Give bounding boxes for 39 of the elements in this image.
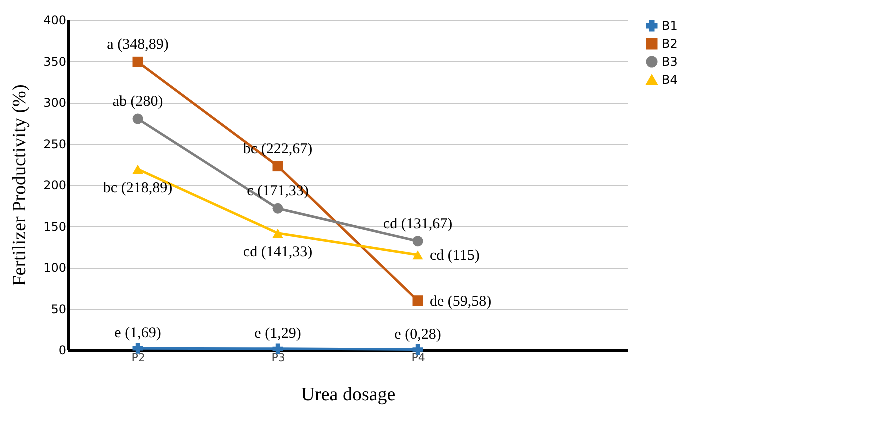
y-tick-label: 350	[44, 54, 66, 69]
y-axis-title: Fertilizer Productivity (%)	[10, 84, 31, 286]
point	[132, 343, 144, 354]
point	[132, 114, 144, 124]
legend-label: B1	[662, 19, 678, 33]
point	[272, 228, 284, 238]
data-label: bc (218,89)	[103, 180, 173, 196]
data-label: e (0,28)	[394, 326, 442, 343]
point	[132, 164, 144, 174]
data-label: e (1,69)	[114, 326, 162, 342]
data-label: bc (222,67)	[243, 141, 313, 158]
y-tick-label: 200	[44, 178, 66, 192]
legend-label: B2	[662, 37, 678, 51]
data-label: cd (141,33)	[243, 244, 313, 260]
point	[412, 296, 424, 306]
x-tick-label: P2	[132, 352, 146, 364]
x-tick-label: P4	[412, 352, 426, 364]
point	[272, 161, 284, 172]
y-tick-label: 250	[44, 137, 66, 152]
legend-label: B3	[662, 55, 678, 69]
legend-label: B4	[662, 73, 678, 87]
y-tick-label: 300	[44, 96, 66, 110]
x-axis-title: Urea dosage	[301, 384, 396, 406]
point	[412, 236, 424, 247]
data-label: e (1,29)	[254, 326, 302, 342]
data-label: cd (131,67)	[383, 216, 453, 232]
data-label: de (59,58)	[430, 294, 492, 310]
point	[272, 203, 284, 214]
point	[132, 56, 144, 68]
y-tick-label: 100	[44, 261, 66, 275]
x-tick-label: P3	[272, 352, 286, 364]
y-tick-label: 400	[44, 14, 66, 28]
data-label: cd (115)	[430, 248, 480, 264]
y-tick-label: 150	[44, 220, 66, 234]
y-tick-label: 50	[51, 302, 66, 316]
data-label: a (348,89)	[107, 37, 169, 54]
y-tick-label: 0	[58, 344, 66, 358]
point	[412, 250, 424, 260]
data-label: ab (280)	[112, 94, 164, 110]
